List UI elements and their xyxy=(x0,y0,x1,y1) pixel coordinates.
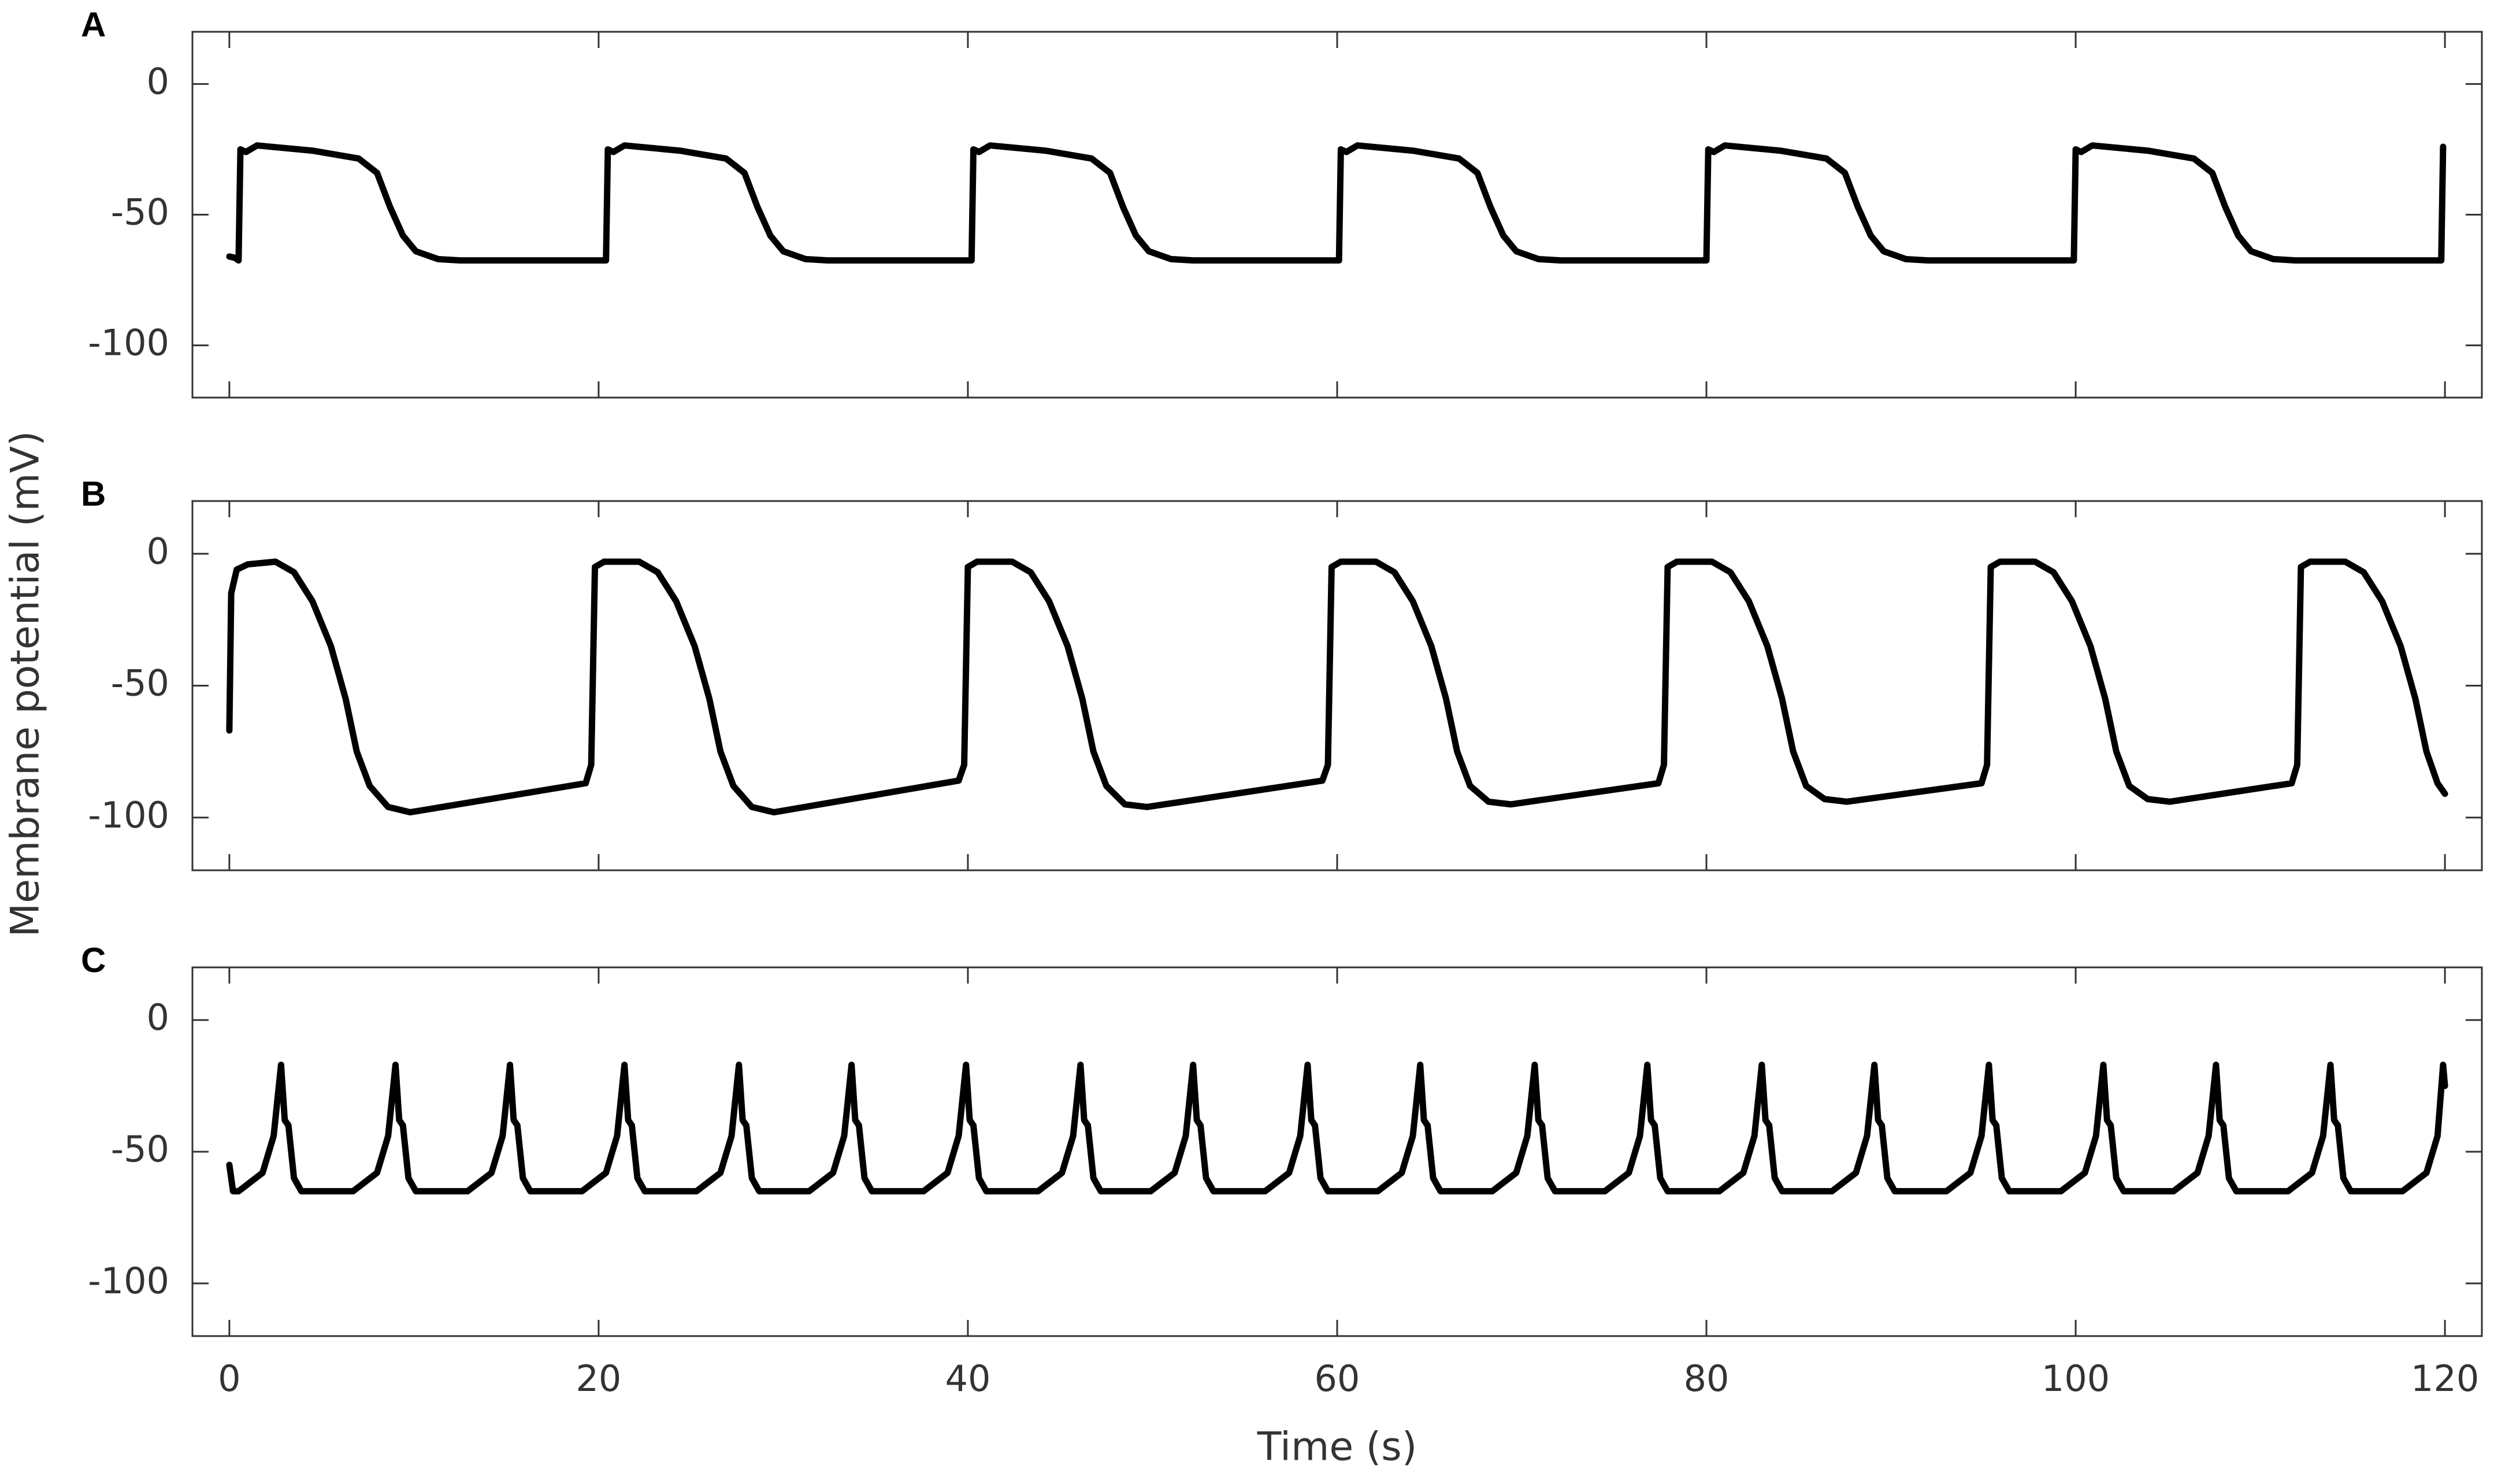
trace xyxy=(226,558,2448,816)
x-tick-label: 20 xyxy=(576,1357,621,1400)
y-tick-label: -100 xyxy=(88,1260,169,1302)
trace xyxy=(226,1062,2448,1194)
y-tick-label: -50 xyxy=(111,191,169,233)
plot-frame xyxy=(191,966,2483,1337)
x-tick-label: 80 xyxy=(1684,1357,1730,1400)
y-tick-label: -50 xyxy=(111,662,169,704)
y-tick-label: 0 xyxy=(147,996,169,1038)
x-tick-label: 100 xyxy=(2042,1357,2110,1400)
x-axis-label: Time (s) xyxy=(1257,1424,1417,1470)
x-tick-label: 0 xyxy=(218,1357,240,1400)
panel-label: A xyxy=(81,5,106,44)
x-tick-label: 60 xyxy=(1315,1357,1360,1400)
y-tick-label: -100 xyxy=(88,794,169,836)
trace xyxy=(226,142,2447,264)
y-tick-label: 0 xyxy=(147,61,169,103)
plot-frame xyxy=(191,500,2483,871)
y-tick-label: -50 xyxy=(111,1128,169,1170)
panel-label: B xyxy=(81,474,106,513)
y-axis-label: Membrane potential (mV) xyxy=(3,431,49,937)
y-tick-label: 0 xyxy=(147,530,169,572)
x-tick-label: 40 xyxy=(945,1357,991,1400)
x-tick-label: 120 xyxy=(2411,1357,2479,1400)
y-tick-label: -100 xyxy=(88,322,169,364)
panel-label: C xyxy=(81,941,106,980)
